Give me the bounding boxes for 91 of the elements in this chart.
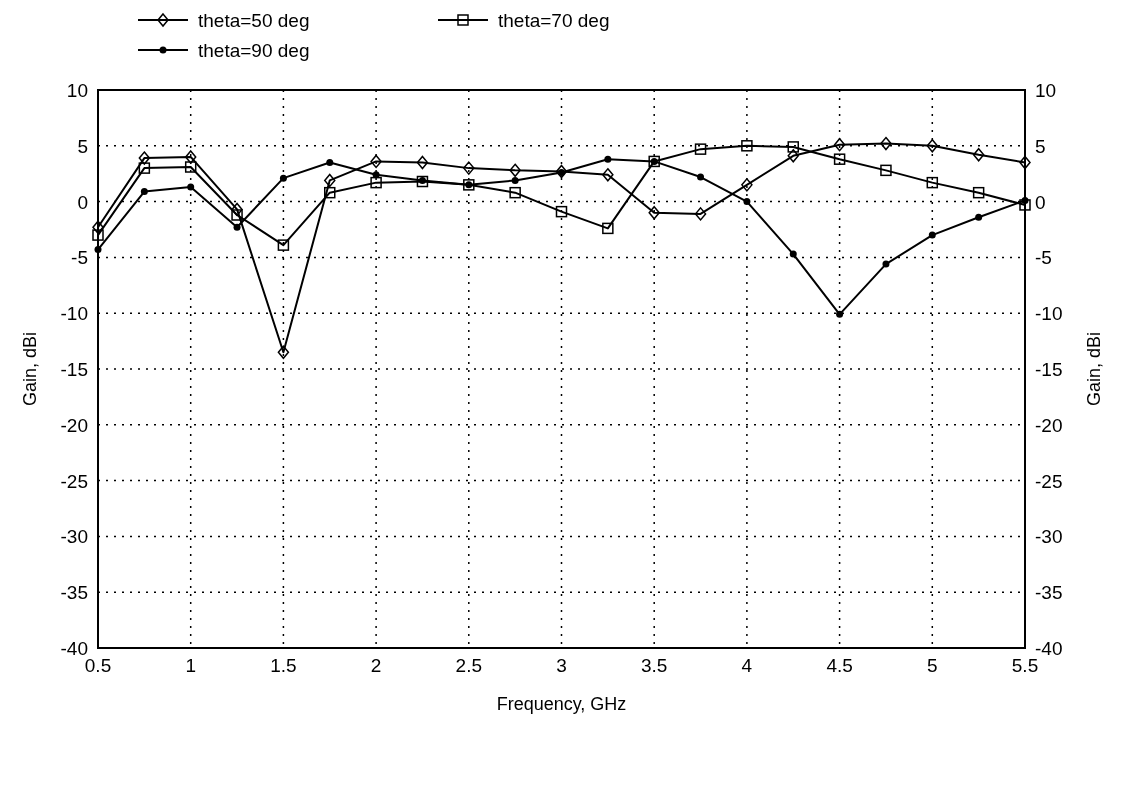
x-tick-label: 2 — [370, 655, 382, 676]
point — [463, 161, 475, 175]
point — [277, 239, 290, 251]
point — [511, 176, 519, 184]
point — [743, 198, 751, 206]
point — [370, 154, 382, 169]
y2-tick-label: 0 — [1035, 191, 1046, 213]
point — [787, 141, 799, 153]
point — [277, 345, 290, 360]
point — [972, 147, 985, 162]
legend-label: theta=90 deg — [198, 40, 310, 61]
y2-tick-label: -30 — [1035, 526, 1063, 548]
y2-tick-label: -25 — [1035, 470, 1063, 492]
y2-tick-label: -35 — [1035, 582, 1063, 604]
point — [372, 171, 380, 179]
x-tick-label: 3.5 — [640, 655, 668, 676]
point — [140, 188, 148, 196]
point — [697, 173, 705, 181]
point — [138, 151, 151, 165]
point — [94, 246, 102, 254]
point — [370, 176, 382, 189]
point — [833, 137, 846, 152]
point — [1021, 196, 1029, 204]
x-tick-label: 1.5 — [270, 655, 297, 676]
y-axis-title: Gain, dBi — [20, 331, 40, 407]
x-axis-title: Frequency, GHz — [496, 694, 627, 714]
x-tick-label: 2.5 — [455, 655, 483, 676]
point — [509, 163, 521, 178]
x-tick-label: 3 — [556, 655, 567, 676]
point — [975, 213, 983, 221]
point — [1019, 155, 1031, 170]
y2-tick-label: -10 — [1035, 303, 1063, 325]
y-tick-label: 5 — [77, 135, 88, 157]
point — [880, 136, 892, 151]
point — [555, 205, 568, 218]
y2-axis-title: Gain, dBi — [1084, 331, 1104, 407]
point — [324, 173, 336, 188]
y-tick-label: 0 — [77, 191, 88, 213]
point — [138, 162, 151, 174]
point — [184, 161, 197, 173]
point — [833, 153, 846, 165]
y2-tick-label: 10 — [1035, 80, 1057, 101]
legend-label: theta=50 deg — [198, 10, 310, 31]
y-tick-label: -20 — [60, 414, 88, 436]
point — [233, 223, 241, 231]
point — [231, 209, 243, 221]
point — [326, 159, 334, 167]
y-tick-label: -15 — [60, 359, 88, 380]
y-tick-label: -30 — [60, 526, 88, 548]
point — [92, 220, 104, 235]
x-tick-label: 1 — [185, 655, 196, 676]
x-tick-label: 4.5 — [826, 655, 853, 676]
point — [602, 168, 614, 182]
point — [416, 155, 429, 170]
y-tick-label: 10 — [66, 80, 88, 101]
point — [836, 310, 844, 318]
point — [741, 178, 753, 192]
point — [555, 164, 568, 179]
point — [604, 155, 612, 163]
point — [741, 140, 753, 152]
point — [648, 206, 660, 220]
point — [184, 150, 197, 164]
point — [787, 149, 799, 163]
y-tick-label: -10 — [60, 303, 88, 325]
y2-tick-label: -15 — [1035, 359, 1063, 380]
legend-label: theta=70 deg — [498, 10, 610, 31]
point — [694, 207, 707, 221]
x-tick-label: 5 — [927, 655, 938, 676]
point — [187, 183, 195, 191]
y-tick-label: -25 — [60, 470, 88, 492]
point — [880, 164, 892, 177]
point — [926, 176, 939, 189]
point — [694, 143, 707, 155]
y-tick-label: -5 — [71, 247, 88, 269]
point — [789, 250, 797, 258]
y2-tick-label: 5 — [1035, 135, 1046, 157]
point — [324, 186, 336, 199]
y-tick-label: -35 — [60, 582, 88, 604]
point — [231, 202, 243, 217]
point — [928, 231, 936, 239]
point — [416, 175, 429, 188]
point — [279, 174, 287, 182]
point — [602, 222, 614, 235]
point — [926, 139, 939, 153]
point — [882, 260, 890, 268]
y2-tick-label: -20 — [1035, 414, 1063, 436]
point — [509, 186, 521, 199]
point — [972, 186, 985, 199]
y2-tick-label: -5 — [1035, 247, 1052, 269]
point — [92, 229, 104, 241]
x-tick-label: 4 — [741, 655, 753, 676]
